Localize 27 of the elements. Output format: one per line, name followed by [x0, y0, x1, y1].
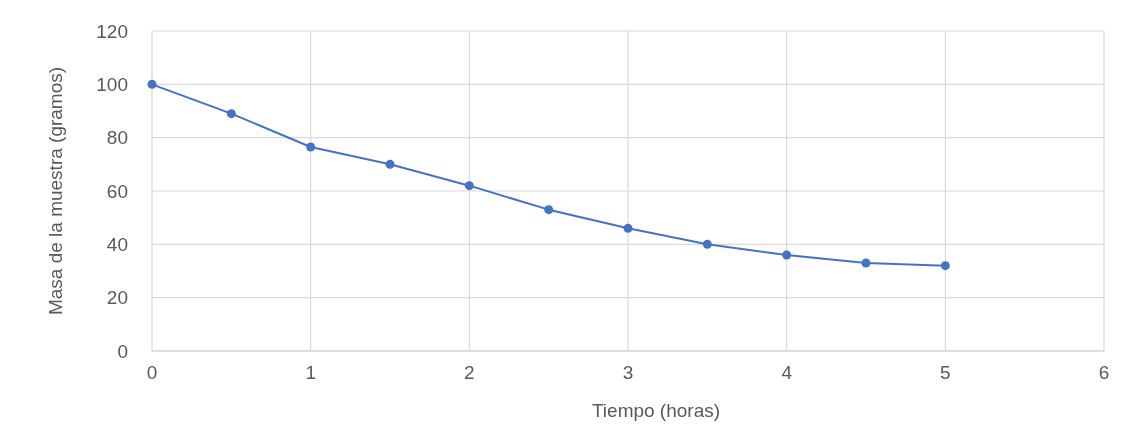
- x-tick-label: 3: [622, 362, 634, 383]
- point: [464, 181, 474, 191]
- point: [306, 142, 316, 152]
- point: [544, 205, 554, 215]
- y-tick-label: 40: [106, 233, 128, 255]
- x-tick-label: 4: [781, 362, 793, 383]
- x-tick-label: 1: [305, 362, 316, 383]
- point: [385, 159, 395, 169]
- y-tick-label: 60: [106, 180, 128, 202]
- y-tick-label: 120: [96, 20, 128, 42]
- y-axis-title: Masa de la muestra (gramos): [45, 66, 66, 316]
- point: [147, 79, 157, 89]
- x-tick-label: 6: [1098, 362, 1110, 383]
- point: [861, 258, 871, 268]
- x-tick-label: 5: [940, 362, 951, 383]
- y-tick-label: 0: [117, 340, 128, 362]
- x-axis-title: Tiempo (horas): [591, 400, 721, 421]
- point: [623, 223, 633, 233]
- y-tick-label: 20: [106, 287, 128, 309]
- x-tick-label: 2: [464, 362, 475, 383]
- point: [226, 109, 236, 119]
- point: [702, 239, 712, 249]
- point: [782, 250, 792, 260]
- x-tick-label: 0: [146, 362, 158, 383]
- y-tick-label: 80: [106, 127, 128, 149]
- point: [940, 261, 950, 271]
- y-tick-label: 100: [96, 73, 128, 95]
